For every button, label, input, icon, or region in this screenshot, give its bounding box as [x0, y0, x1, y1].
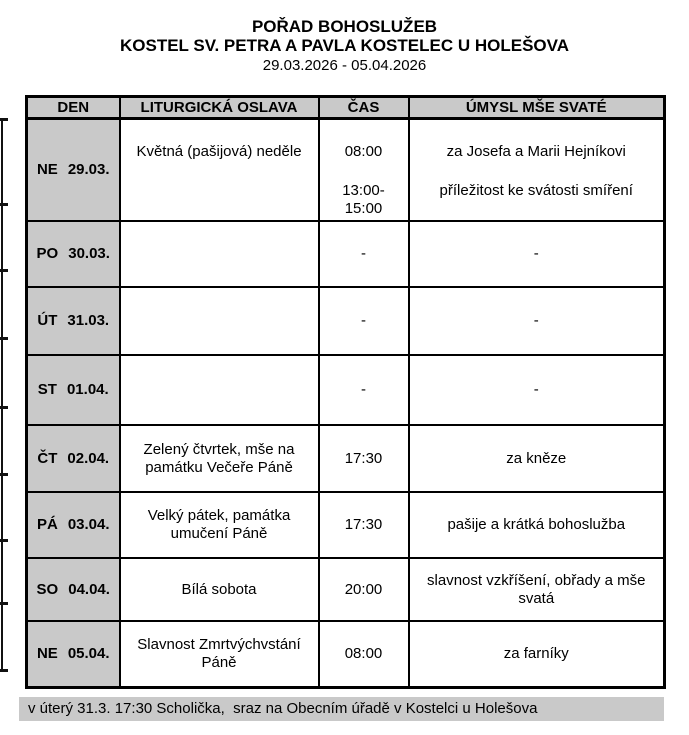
- celebration-cell: [118, 286, 320, 356]
- time-entry-secondary: 13:00-15:00: [342, 182, 385, 217]
- scan-artifact-tick: [0, 473, 8, 476]
- day-abbr: ST: [37, 381, 57, 398]
- date-range: 29.03.2026 - 05.04.2026: [262, 57, 427, 74]
- table-row: PÁ 03.04. Velký pátek, památka umučení Pá…: [25, 491, 666, 559]
- document-header: POŘAD BOHOSLUŽEB KOSTEL SV. PETRA A PAVL…: [0, 17, 689, 77]
- table-header-row: DEN LITURGICKÁ OSLAVA ČAS ÚMYSL MŠE SVAT…: [25, 95, 666, 120]
- day-label: NE 05.04.: [37, 645, 110, 663]
- footer-note: v úterý 31.3. 17:30 Scholička, sraz na O…: [19, 697, 664, 721]
- col-header-liturgicka-oslava: LITURGICKÁ OSLAVA: [118, 95, 320, 120]
- day-abbr: NE: [36, 161, 58, 178]
- celebration-cell: [118, 354, 320, 426]
- celebration-cell: Květná (pašijová) neděle: [118, 117, 320, 222]
- day-abbr: SO: [36, 580, 59, 598]
- day-label: PO 30.03.: [37, 245, 110, 263]
- day-cell: ÚT 31.03.: [25, 286, 121, 356]
- intention-cell: za farníky: [407, 620, 666, 688]
- day-date: 31.03.: [67, 312, 110, 329]
- intention-cell: slavnost vzkříšení, obřady a mše svatá: [407, 557, 666, 622]
- day-date: 30.03.: [68, 245, 110, 262]
- intention-cell: za Josefa a Marii Hejníkovi příležitost …: [407, 117, 666, 222]
- celebration-cell: Slavnost Zmrtvýchvstání Páně: [118, 620, 320, 688]
- table-row: ÚT 31.03. - -: [25, 286, 666, 356]
- day-label: SO 04.04.: [37, 581, 110, 599]
- day-label: ČT 02.04.: [37, 450, 109, 468]
- day-date: 05.04.: [67, 644, 110, 662]
- table-row: SO 04.04. Bílá sobota 20:00 slavnost vzkř…: [25, 557, 666, 622]
- time-cell: -: [317, 286, 410, 356]
- day-date: 04.04.: [68, 580, 110, 598]
- scan-artifact-tick: [0, 669, 8, 672]
- day-label: ST 01.04.: [38, 381, 109, 399]
- time-cell: 08:00: [317, 620, 410, 688]
- page-title: POŘAD BOHOSLUŽEB: [251, 17, 438, 36]
- day-cell: ST 01.04.: [25, 354, 121, 426]
- day-date: 29.03.: [67, 161, 110, 178]
- day-date: 02.04.: [67, 449, 110, 467]
- day-abbr: ČT: [37, 449, 58, 467]
- intention-cell: -: [407, 220, 666, 288]
- intention-cell: za kněze: [407, 424, 666, 493]
- day-date: 03.04.: [67, 516, 110, 533]
- table-row: NE 05.04. Slavnost Zmrtvýchvstání Páně 08…: [25, 620, 666, 688]
- scan-artifact-tick: [0, 602, 8, 605]
- intention-cell: -: [407, 286, 666, 356]
- intention-entry-secondary: příležitost ke svátosti smíření: [439, 182, 633, 199]
- day-label: NE 29.03.: [37, 161, 110, 179]
- scan-artifact-tick: [0, 269, 8, 272]
- celebration-cell: Bílá sobota: [118, 557, 320, 622]
- table-row: ČT 02.04. Zelený čtvrtek, mše na památku …: [25, 424, 666, 493]
- day-label: ÚT 31.03.: [37, 312, 109, 330]
- time-cell: 20:00: [317, 557, 410, 622]
- intention-cell: -: [407, 354, 666, 426]
- day-cell: PO 30.03.: [25, 220, 121, 288]
- scan-artifact-tick: [0, 203, 8, 206]
- day-cell: NE 05.04.: [25, 620, 121, 688]
- day-abbr: NE: [36, 644, 58, 662]
- celebration-cell: [118, 220, 320, 288]
- day-label: PÁ 03.04.: [37, 516, 110, 534]
- scan-artifact-tick: [0, 337, 8, 340]
- time-cell: 17:30: [317, 491, 410, 559]
- col-header-cas: ČAS: [317, 95, 410, 120]
- table-row: ST 01.04. - -: [25, 354, 666, 426]
- day-cell: NE 29.03.: [25, 117, 121, 222]
- scan-artifact-tick: [0, 406, 8, 409]
- scan-artifact-line: [1, 118, 3, 672]
- table-row: NE 29.03. Květná (pašijová) neděle 08:00 …: [25, 117, 666, 222]
- time-cell: 17:30: [317, 424, 410, 493]
- day-cell: SO 04.04.: [25, 557, 121, 622]
- scan-artifact-tick: [0, 539, 8, 542]
- col-header-den: DEN: [25, 95, 121, 120]
- intention-cell: pašije a krátká bohoslužba: [407, 491, 666, 559]
- time-cell: 08:00 13:00-15:00: [317, 117, 410, 222]
- time-cell: -: [317, 220, 410, 288]
- celebration-cell: Zelený čtvrtek, mše na památku Večeře Pá…: [118, 424, 320, 493]
- day-cell: ČT 02.04.: [25, 424, 121, 493]
- table-row: PO 30.03. - -: [25, 220, 666, 288]
- day-abbr: ÚT: [37, 312, 58, 329]
- celebration-cell: Velký pátek, památka umučení Páně: [118, 491, 320, 559]
- day-date: 01.04.: [66, 381, 109, 398]
- time-entry: 08:00: [344, 143, 383, 160]
- schedule-table: DEN LITURGICKÁ OSLAVA ČAS ÚMYSL MŠE SVAT…: [25, 95, 666, 689]
- day-abbr: PO: [36, 245, 59, 262]
- scan-artifact-tick: [0, 118, 8, 121]
- col-header-umysl-mse-svate: ÚMYSL MŠE SVATÉ: [407, 95, 666, 120]
- time-cell: -: [317, 354, 410, 426]
- intention-entry: za Josefa a Marii Hejníkovi: [446, 143, 626, 160]
- day-abbr: PÁ: [36, 516, 58, 533]
- day-cell: PÁ 03.04.: [25, 491, 121, 559]
- church-name: KOSTEL SV. PETRA A PAVLA KOSTELEC U HOLE…: [120, 36, 569, 55]
